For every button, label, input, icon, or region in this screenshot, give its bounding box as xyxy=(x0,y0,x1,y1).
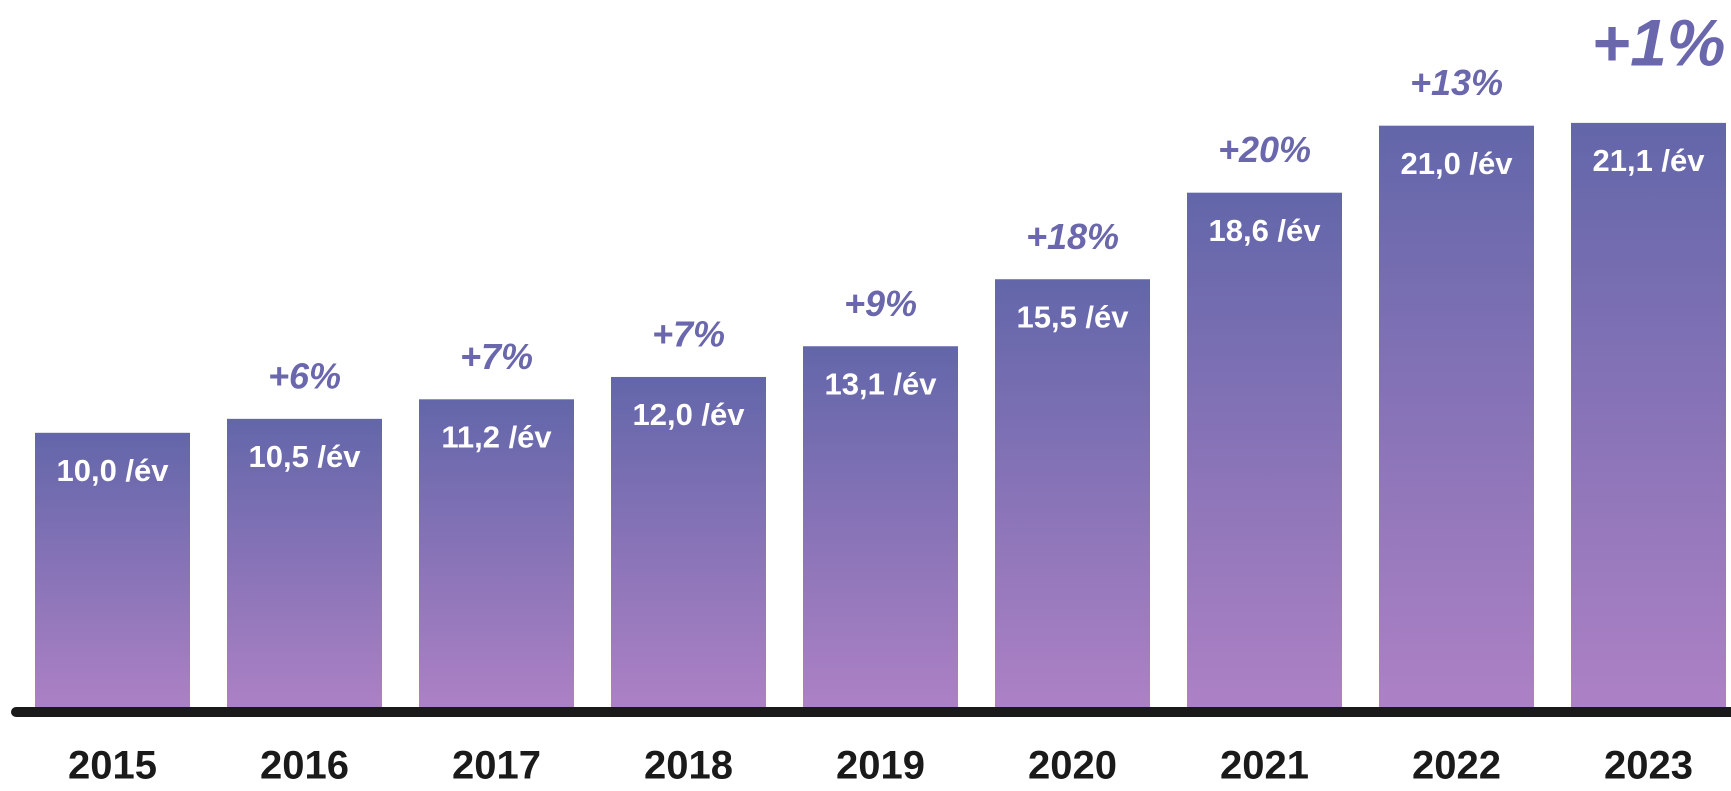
change-label: +7% xyxy=(652,313,725,354)
change-label: +20% xyxy=(1218,129,1311,170)
change-label: +13% xyxy=(1410,62,1503,103)
change-label: +9% xyxy=(844,283,917,324)
bar xyxy=(1379,125,1534,713)
bar xyxy=(611,376,766,712)
change-label: +6% xyxy=(268,355,341,396)
x-tick-label: 2017 xyxy=(452,744,541,788)
change-label: +7% xyxy=(460,336,533,377)
bar xyxy=(35,432,190,712)
x-tick-label: 2020 xyxy=(1028,744,1117,788)
bar xyxy=(1571,122,1726,712)
bar xyxy=(227,418,382,712)
x-tick-label: 2022 xyxy=(1412,744,1501,788)
change-label: +1% xyxy=(1592,5,1726,79)
x-tick-label: 2018 xyxy=(644,744,733,788)
value-label: 10,5 /év xyxy=(248,439,361,474)
value-label: 12,0 /év xyxy=(632,397,745,432)
value-label: 18,6 /év xyxy=(1208,213,1321,248)
bar xyxy=(803,346,958,712)
bar xyxy=(1187,192,1342,713)
value-label: 15,5 /év xyxy=(1016,299,1129,334)
value-label: 21,1 /év xyxy=(1592,143,1705,178)
value-label: 10,0 /év xyxy=(56,453,169,488)
change-label: +18% xyxy=(1026,216,1119,257)
x-tick-label: 2016 xyxy=(260,744,349,788)
bar xyxy=(995,279,1150,712)
value-label: 21,0 /év xyxy=(1400,146,1513,181)
bar xyxy=(419,399,574,712)
value-label: 11,2 /év xyxy=(441,419,552,454)
x-tick-label: 2015 xyxy=(68,744,157,788)
x-tick-label: 2019 xyxy=(836,744,925,788)
value-label: 13,1 /év xyxy=(824,366,937,401)
x-tick-label: 2021 xyxy=(1220,744,1309,788)
x-tick-label: 2023 xyxy=(1604,744,1693,788)
